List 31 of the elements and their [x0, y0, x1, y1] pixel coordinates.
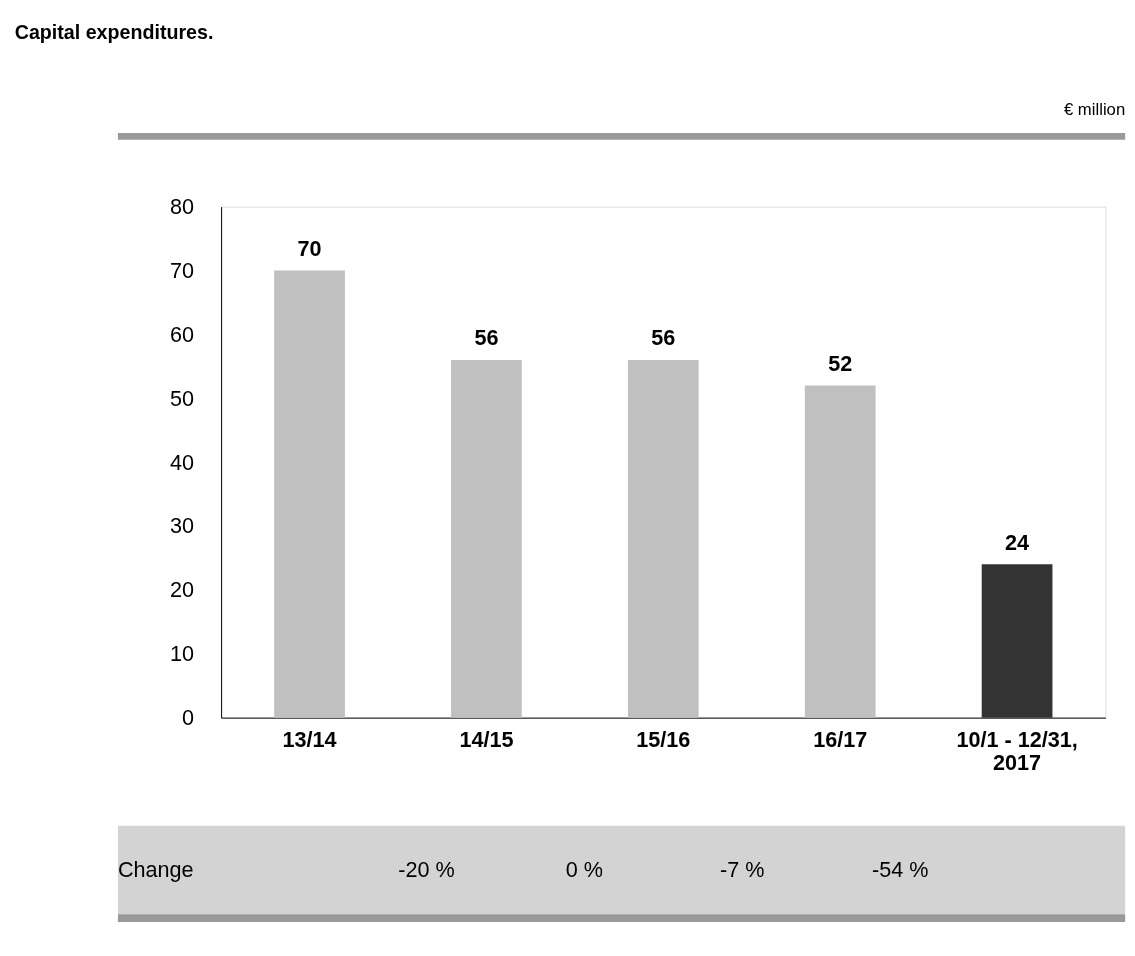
bar [451, 359, 522, 718]
bar [981, 564, 1053, 718]
bar [804, 385, 876, 718]
text: -54 % [871, 856, 929, 882]
data-label: 56 [474, 325, 499, 351]
y-tick-label: 60 [170, 321, 195, 347]
x-tick-label: 16/17 [813, 726, 868, 752]
chart-title: Capital expenditures. [14, 20, 214, 43]
text: € million [1063, 100, 1126, 120]
y-tick-label: 50 [170, 385, 195, 411]
bar [274, 270, 345, 718]
x-tick-label: 13/14 [282, 726, 337, 752]
x-tick-label: 14/15 [459, 726, 514, 752]
data-label: 56 [651, 325, 676, 351]
bar [627, 359, 699, 718]
text: Change [117, 856, 194, 882]
y-tick-label: 10 [170, 641, 195, 667]
y-tick-label: 70 [170, 257, 195, 283]
y-tick-label: 80 [170, 194, 195, 220]
data-label: 24 [1005, 529, 1030, 555]
y-tick-label: 30 [170, 513, 195, 539]
text: 0 % [565, 856, 603, 882]
y-tick-label: 20 [170, 577, 195, 603]
data-label: 52 [828, 350, 853, 376]
x-tick-label: 15/16 [636, 726, 691, 752]
text: -7 % [720, 856, 765, 882]
data-label: 70 [297, 235, 322, 261]
x-tick-label: 10/1 - 12/31, 2017 [956, 726, 1078, 776]
y-tick-label: 0 [182, 705, 195, 731]
text: -20 % [398, 856, 455, 882]
y-tick-label: 40 [170, 449, 195, 475]
